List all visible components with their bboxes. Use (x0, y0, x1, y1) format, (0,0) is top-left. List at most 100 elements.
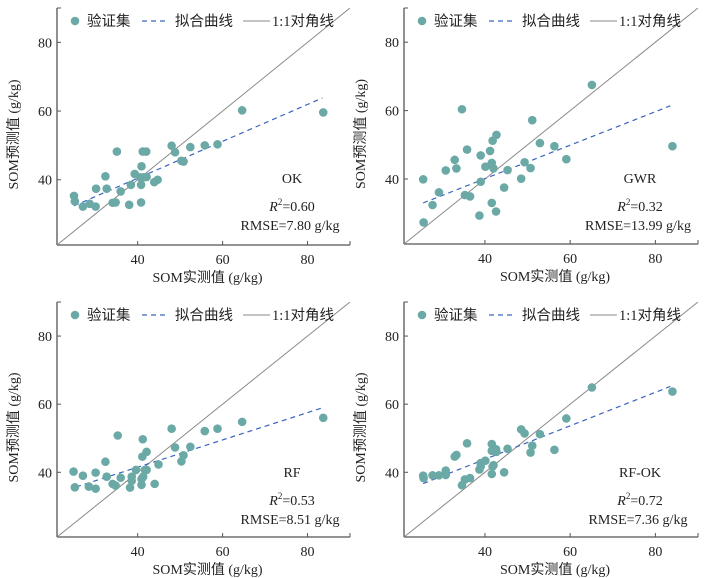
data-point (562, 414, 571, 423)
data-point (492, 447, 501, 457)
r2-value: R2=0.72 (616, 491, 662, 509)
legend-label-diagonal: 1:1对角线 (619, 13, 681, 30)
y-tick-label: 40 (385, 173, 399, 188)
legend-point-marker (70, 310, 80, 320)
model-name: OK (282, 172, 302, 187)
data-point (489, 460, 498, 470)
x-tick-label: 80 (301, 545, 315, 560)
x-tick-label: 40 (478, 252, 492, 267)
data-point (491, 207, 501, 216)
legend-label-diagonal: 1:1对角线 (619, 307, 681, 324)
data-point (138, 472, 148, 482)
r2-superscript: 2 (278, 197, 283, 207)
r2-value: R2=0.60 (268, 197, 314, 215)
data-point (102, 472, 111, 482)
y-tick-label: 60 (38, 105, 52, 120)
legend: 验证集 拟合曲线 1:1对角线 (417, 13, 681, 30)
data-point (503, 444, 512, 454)
model-name: RF-OK (619, 466, 661, 481)
x-tick-label: 40 (478, 545, 492, 560)
diagonal-line (57, 8, 350, 245)
data-point (318, 108, 328, 117)
x-tick-label: 60 (216, 545, 230, 560)
data-point (535, 138, 545, 148)
y-tick-label: 80 (385, 330, 399, 345)
data-point (167, 424, 176, 433)
data-point (84, 482, 94, 491)
y-tick-label: 80 (38, 330, 52, 345)
y-axis-label: SOM预测值 (g/kg) (6, 372, 22, 482)
data-point (116, 473, 125, 483)
data-point (535, 429, 545, 439)
data-point (237, 106, 247, 115)
data-point (154, 460, 163, 469)
data-point (587, 80, 597, 90)
scatter-points (418, 383, 677, 490)
data-point (136, 180, 146, 190)
x-axis-label: SOM实测值 (g/kg) (152, 562, 262, 578)
data-point (318, 413, 328, 423)
x-axis-label: SOM实测值 (g/kg) (500, 269, 610, 285)
scatter-points (69, 106, 328, 211)
legend-label-diagonal: 1:1对角线 (272, 13, 334, 30)
legend-label-fit: 拟合曲线 (522, 13, 580, 30)
legend-label-fit: 拟合曲线 (175, 13, 233, 30)
panel-ok: 40 60 80 40 60 80 SOM实测值 (g/kg) SOM预测值 (g/kg) 验证… (6, 7, 351, 286)
data-point (142, 447, 151, 457)
fit-line (422, 105, 671, 204)
data-point (170, 443, 180, 452)
data-point (475, 211, 484, 220)
data-point (111, 198, 120, 207)
r2-symbol: R (268, 200, 278, 215)
x-tick-label: 80 (301, 253, 315, 268)
fit-line (75, 407, 324, 488)
data-point (150, 479, 159, 489)
data-point (527, 115, 537, 125)
scatter-points (69, 413, 328, 493)
data-point (526, 448, 535, 457)
diagonal-line (404, 8, 698, 244)
legend-point-marker (417, 16, 427, 26)
x-tick-label: 40 (131, 253, 145, 268)
data-point (138, 434, 148, 444)
rmse-value: RMSE=8.51 g/kg (241, 513, 340, 528)
data-point (550, 445, 559, 455)
data-point (487, 198, 497, 208)
data-point (476, 462, 485, 471)
data-point (499, 183, 509, 192)
data-point (186, 142, 195, 152)
data-point (465, 473, 475, 483)
x-axis-label: SOM实测值 (g/kg) (500, 562, 610, 578)
data-point (200, 141, 210, 150)
data-point (428, 471, 437, 480)
legend-label-diagonal: 1:1对角线 (272, 307, 334, 324)
panel-rf-ok: 40 60 80 40 60 80 SOM实测值 (g/kg) SOM预测值 (g/kg) 验证… (353, 301, 699, 578)
data-point (487, 469, 497, 479)
legend-label-validation: 验证集 (434, 307, 478, 324)
r2-superscript: 2 (626, 491, 631, 501)
data-point (481, 456, 490, 466)
data-point (112, 147, 122, 156)
legend: 验证集 拟合曲线 1:1对角线 (70, 307, 334, 324)
r2-symbol: R (616, 494, 626, 509)
data-point (452, 164, 461, 173)
y-tick-label: 80 (38, 36, 52, 51)
x-tick-label: 80 (648, 252, 662, 267)
panel-rf: 40 60 80 40 60 80 SOM实测值 (g/kg) SOM预测值 (g/kg) 验证… (6, 301, 351, 578)
data-point (91, 184, 101, 193)
data-point (499, 467, 509, 477)
data-point (142, 172, 151, 182)
r2-number: =0.32 (630, 200, 662, 215)
data-point (481, 162, 490, 172)
rmse-value: RMSE=7.36 g/kg (589, 513, 688, 528)
data-point (520, 429, 529, 438)
data-point (179, 157, 188, 166)
model-name: GWR (624, 172, 657, 187)
data-point (465, 192, 475, 201)
data-point (462, 439, 472, 448)
data-point (116, 187, 125, 196)
data-point (69, 467, 78, 476)
legend-label-validation: 验证集 (434, 13, 478, 30)
data-point (137, 162, 146, 171)
